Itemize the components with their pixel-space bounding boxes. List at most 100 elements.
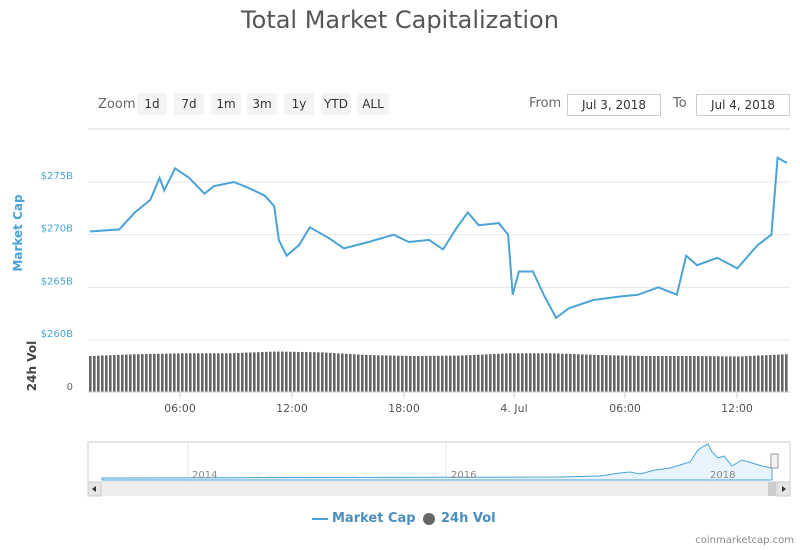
- volume-bar: [265, 351, 268, 392]
- to-date-input[interactable]: Jul 4, 2018: [696, 94, 790, 116]
- volume-bar: [769, 354, 772, 392]
- zoom-1y-button[interactable]: 1y: [284, 93, 314, 115]
- volume-bar: [333, 353, 336, 392]
- volume-bar: [633, 355, 636, 392]
- volume-bar: [145, 354, 148, 392]
- volume-bar: [665, 356, 668, 392]
- volume-bar: [745, 356, 748, 392]
- volume-bar: [669, 356, 672, 392]
- volume-bar: [409, 355, 412, 392]
- volume-bar: [169, 353, 172, 392]
- volume-bar: [653, 356, 656, 392]
- volume-bar: [749, 355, 752, 392]
- volume-bar: [349, 354, 352, 392]
- volume-bar: [429, 355, 432, 392]
- volume-bar: [197, 353, 200, 392]
- volume-bar: [649, 356, 652, 392]
- volume-bar: [417, 355, 420, 392]
- volume-bar: [441, 355, 444, 392]
- volume-bar: [201, 353, 204, 392]
- volume-bar: [101, 355, 104, 392]
- volume-bar: [461, 355, 464, 392]
- volume-bar: [517, 353, 520, 392]
- volume-bar: [473, 354, 476, 392]
- volume-bar: [173, 353, 176, 392]
- volume-bar: [329, 352, 332, 392]
- from-date-input[interactable]: Jul 3, 2018: [567, 94, 661, 116]
- navigator-year-label: 2016: [451, 470, 476, 481]
- volume-bar: [689, 356, 692, 392]
- legend-24h-vol[interactable]: 24h Vol: [441, 511, 496, 526]
- volume-bar: [605, 355, 608, 392]
- volume-bar: [577, 354, 580, 392]
- x-tick-label: 12:00: [721, 402, 753, 415]
- volume-bar: [105, 355, 108, 392]
- volume-bar: [625, 355, 628, 392]
- volume-bar: [125, 354, 128, 392]
- volume-bar: [493, 353, 496, 392]
- volume-bar: [661, 356, 664, 392]
- legend-market-cap[interactable]: Market Cap: [332, 511, 416, 526]
- volume-bar: [637, 355, 640, 392]
- volume-bar: [445, 355, 448, 392]
- volume-bar: [541, 353, 544, 392]
- volume-bar: [597, 355, 600, 392]
- volume-bar: [273, 351, 276, 392]
- zoom-1d-button[interactable]: 1d: [137, 93, 167, 115]
- volume-bar: [505, 353, 508, 392]
- volume-bar: [241, 352, 244, 392]
- volume-bar: [521, 353, 524, 392]
- volume-bar: [621, 355, 624, 392]
- volume-bar: [341, 353, 344, 392]
- volume-bar: [213, 353, 216, 392]
- volume-bar: [677, 356, 680, 392]
- arrow-left-icon: [92, 486, 96, 492]
- volume-bar: [509, 353, 512, 392]
- volume-bar: [365, 354, 368, 392]
- y-axis-title: Market Cap: [11, 194, 25, 272]
- zoom-7d-button[interactable]: 7d: [174, 93, 204, 115]
- y2-axis-title: 24h Vol: [25, 341, 39, 391]
- volume-bar: [405, 355, 408, 392]
- volume-bar: [529, 353, 532, 392]
- credit-link[interactable]: coinmarketcap.com: [695, 535, 794, 546]
- volume-bar: [289, 351, 292, 392]
- scrollbar-thumb[interactable]: [768, 482, 776, 496]
- zoom-3m-button[interactable]: 3m: [247, 93, 277, 115]
- volume-bar: [617, 355, 620, 392]
- volume-bar: [657, 356, 660, 392]
- volume-bar: [141, 354, 144, 392]
- volume-bar: [453, 355, 456, 392]
- navigator-series: [101, 443, 773, 481]
- volume-bar: [153, 353, 156, 392]
- volume-bar: [97, 355, 100, 392]
- volume-bar: [613, 355, 616, 392]
- arrow-right-icon: [782, 486, 786, 492]
- volume-bar: [421, 355, 424, 392]
- volume-bar: [397, 355, 400, 392]
- x-tick-label: 18:00: [388, 402, 420, 415]
- volume-bar: [681, 356, 684, 392]
- volume-bar: [301, 352, 304, 392]
- navigator-handle[interactable]: [770, 453, 779, 469]
- volume-bar: [729, 356, 732, 392]
- volume-bar: [565, 353, 568, 392]
- volume-bar: [313, 352, 316, 392]
- zoom-all-button[interactable]: ALL: [357, 93, 389, 115]
- volume-bar: [369, 355, 372, 392]
- volume-bar: [321, 352, 324, 392]
- volume-bar: [757, 355, 760, 392]
- volume-bar: [485, 354, 488, 392]
- zoom-ytd-button[interactable]: YTD: [321, 93, 351, 115]
- volume-bar: [533, 353, 536, 392]
- volume-bar: [425, 355, 428, 392]
- volume-bar: [185, 353, 188, 392]
- volume-bar: [717, 356, 720, 392]
- scrollbar-track[interactable]: [88, 482, 790, 496]
- volume-bar: [733, 356, 736, 392]
- zoom-1m-button[interactable]: 1m: [211, 93, 241, 115]
- market-cap-line: [89, 156, 788, 320]
- volume-bar: [281, 351, 284, 392]
- volume-bar: [705, 356, 708, 392]
- volume-bar: [537, 353, 540, 392]
